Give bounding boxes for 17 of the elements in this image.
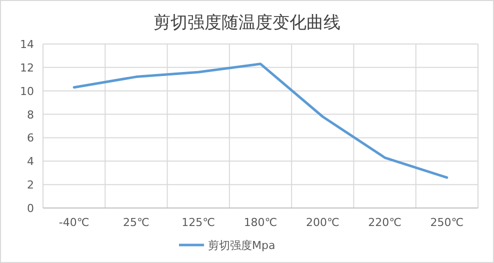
y-tick-label: 8 [27,108,34,122]
y-tick-label: 6 [27,132,34,145]
x-tick-label: 180℃ [244,216,278,229]
y-tick-label: 12 [20,61,34,74]
y-tick-label: 10 [20,84,34,98]
y-tick-label: 2 [27,178,34,192]
x-tick-label: 25℃ [123,216,150,229]
legend-label: 剪切强度Mpa [208,239,276,252]
x-tick-label: 250℃ [430,216,464,229]
x-tick-label: 125℃ [182,216,216,229]
x-tick-label: 220℃ [368,216,402,229]
y-tick-label: 4 [27,155,34,168]
y-tick-label: 0 [27,202,34,215]
title: 剪切强度随温度变化曲线 [154,13,340,33]
y-tick-label: 14 [20,38,34,51]
x-tick-label: -40℃ [58,216,90,229]
x-tick-label: 200℃ [306,216,340,229]
